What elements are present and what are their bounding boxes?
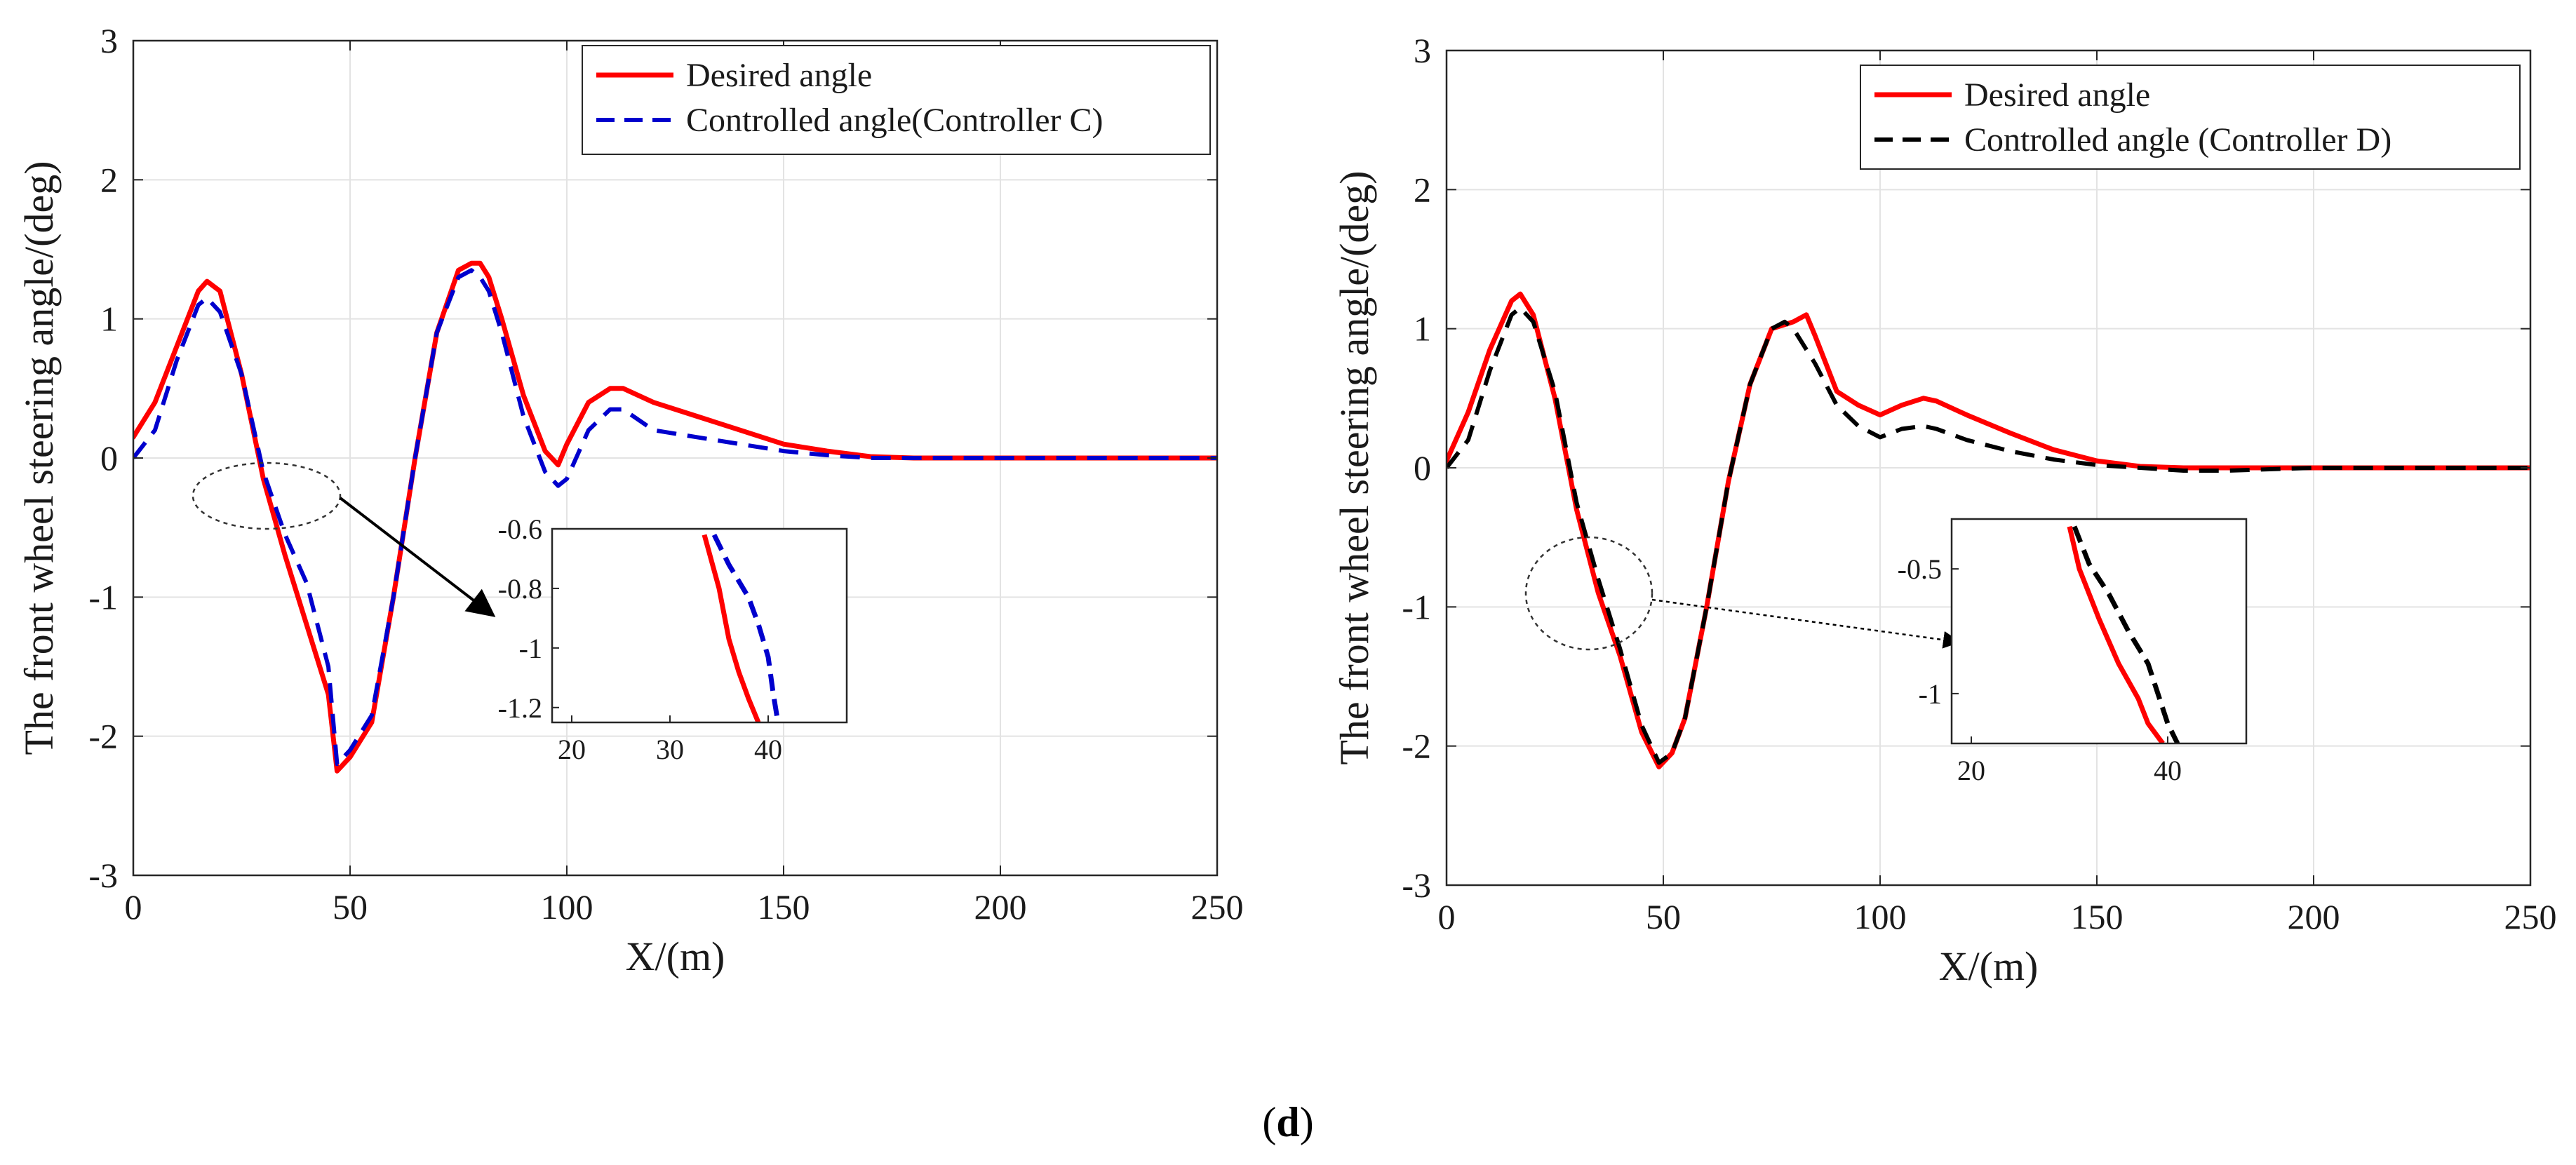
inset-x-tick-label: 40: [754, 734, 782, 765]
y-tick-label: 2: [1414, 170, 1431, 209]
inset-frame: [551, 527, 848, 724]
x-tick-label: 150: [2071, 897, 2124, 936]
legend-label-controlled: Controlled angle (Controller D): [1964, 121, 2391, 159]
x-tick-label: 200: [974, 887, 1027, 927]
y-tick-label: -1: [88, 577, 118, 617]
inset-series-group: [2067, 525, 2180, 743]
y-tick-label: 3: [100, 21, 118, 60]
inset-series-group: [702, 533, 781, 722]
x-tick-label: 0: [125, 887, 142, 927]
zoom-region-ellipse: [192, 462, 342, 530]
y-tick-label: -3: [1402, 866, 1431, 905]
inset-plot-area: [552, 529, 847, 722]
y-axis-label: The front wheel steering angle/(deg): [1331, 170, 1377, 765]
zoom-region-ellipse: [1524, 536, 1653, 651]
x-tick-label: 200: [2288, 897, 2340, 936]
x-tick-label: 250: [1191, 887, 1244, 927]
caption-close: ): [1300, 1099, 1314, 1145]
chart-left: 0 50 100 150 200 250 -3 -2 -1 0 1 2 3 X/(m) The front …: [16, 21, 1244, 979]
zoom-arrow: [339, 497, 496, 617]
inset-y-tick-label: -0.6: [498, 513, 542, 545]
inset-series-line-controlled: [2072, 525, 2180, 743]
x-tick-label: 50: [333, 887, 368, 927]
series-line-controlled: [133, 268, 1217, 767]
y-tick-label: 0: [1414, 448, 1431, 487]
inset-y-tick-label: -1.2: [498, 692, 542, 724]
series-line-controlled: [1447, 305, 2530, 765]
y-axis-label: The front wheel steering angle/(deg): [16, 161, 62, 755]
chart-right: 0 50 100 150 200 250 -3 -2 -1 0 1 2 3 X/(m) The front …: [1331, 31, 2557, 989]
inset-y-tick-label: -1: [1919, 678, 1942, 710]
legend-label-desired: Desired angle: [1964, 76, 2150, 114]
y-tick-label: 2: [100, 160, 118, 199]
inset-plot-area: [1952, 519, 2246, 743]
y-tick-label: 1: [100, 299, 118, 339]
inset-y-tick-label: -0.5: [1898, 553, 1942, 585]
y-tick-label: 1: [1414, 309, 1431, 349]
x-tick-label: 50: [1646, 897, 1681, 936]
zoom-arrow: [1651, 598, 1961, 649]
x-tick-label: 0: [1438, 897, 1456, 936]
x-tick-label: 150: [758, 887, 810, 927]
x-tick-label: 100: [1854, 897, 1907, 936]
inset-y-tick-label: -1: [519, 633, 542, 664]
legend-label-controlled: Controlled angle(Controller C): [686, 102, 1103, 139]
inset-x-tick-label: 40: [2154, 755, 2182, 786]
caption-open: (: [1262, 1099, 1276, 1145]
series-group: [133, 260, 1217, 774]
y-tick-label: -1: [1402, 587, 1431, 626]
inset-frame: [1950, 518, 2248, 745]
legend-label-desired: Desired angle: [686, 57, 872, 94]
y-tick-label: 0: [100, 438, 118, 478]
inset-y-tick-label: -0.8: [498, 573, 542, 605]
inset-x-tick-label: 30: [656, 734, 684, 765]
inset-series-line-desired: [2067, 525, 2165, 743]
legend-box: [582, 45, 1211, 155]
inset-x-tick-label: 20: [558, 734, 586, 765]
inset-series-line-controlled: [711, 533, 781, 722]
x-axis-label: X/(m): [1939, 943, 2039, 989]
inset-series-line-desired: [702, 534, 761, 722]
x-tick-label: 100: [541, 887, 593, 927]
caption-letter: d: [1276, 1099, 1299, 1145]
legend-box: [1860, 65, 2521, 170]
y-tick-label: -2: [88, 717, 118, 756]
figure-caption: (d): [1262, 1099, 1313, 1145]
x-tick-label: 250: [2504, 897, 2557, 936]
x-axis-label: X/(m): [626, 934, 725, 979]
series-group: [1447, 291, 2530, 769]
inset-x-tick-label: 20: [1957, 755, 1985, 786]
y-tick-label: 3: [1414, 31, 1431, 70]
y-tick-label: -3: [88, 856, 118, 895]
y-tick-label: -2: [1402, 727, 1431, 766]
